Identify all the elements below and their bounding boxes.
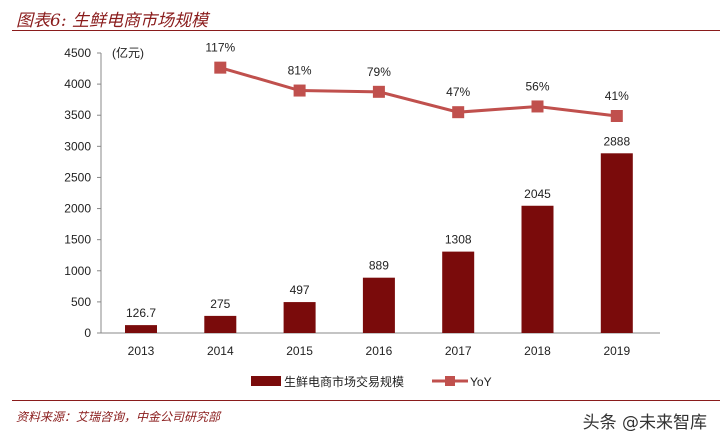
legend-label-line: YoY [470,375,492,389]
y-tick-label: 4000 [64,77,91,91]
x-tick-label: 2017 [445,344,472,358]
bar [362,277,395,333]
yoy-data-label: 79% [367,65,391,79]
bar-data-label: 497 [290,283,310,297]
yoy-data-label: 56% [525,79,549,93]
yoy-marker [452,106,465,119]
x-tick-label: 2015 [286,344,313,358]
x-tick-label: 2019 [603,344,630,358]
bar [521,205,554,333]
y-tick-label: 2500 [64,170,91,184]
source-note: 资料来源：艾瑞咨询，中金公司研究部 [16,410,221,424]
chart-title: 图表6: 生鲜电商市场规模 [16,11,208,31]
yoy-marker [372,85,385,98]
bar-data-label: 2888 [603,134,630,148]
y-tick-label: 1000 [64,264,91,278]
legend-swatch-marker [445,376,455,386]
y-tick-label: 3000 [64,139,91,153]
bar-data-label: 126.7 [126,306,156,320]
y-tick-label: 2000 [64,202,91,216]
x-tick-label: 2014 [207,344,234,358]
y-tick-label: 0 [84,326,91,340]
yoy-marker [531,100,544,113]
bar-data-label: 275 [210,297,230,311]
y-tick-label: 4500 [64,46,91,60]
y-tick-label: 3500 [64,108,91,122]
x-tick-label: 2018 [524,344,551,358]
legend-label-bar: 生鲜电商市场交易规模 [284,374,404,389]
bar [600,153,633,333]
yoy-line [219,66,617,118]
bar [442,251,475,333]
bar [283,302,316,333]
bar-data-label: 1308 [445,233,472,247]
x-tick-label: 2013 [128,344,155,358]
bar-data-label: 2045 [524,187,551,201]
x-tick-label: 2016 [366,344,393,358]
source-divider [12,400,720,401]
chart: 0 500 1000 1500 2000 2500 3000 3500 4000 4500 (亿元)… [64,41,660,389]
yoy-data-label: 41% [605,89,629,103]
yoy-data-label: 47% [446,85,470,99]
yoy-marker [610,110,623,122]
bar [125,325,157,333]
bar [204,315,237,333]
y-tick-label: 500 [71,295,91,309]
legend-swatch-bar [251,376,281,386]
title-divider [12,30,720,31]
yoy-marker [214,61,227,74]
bar-data-label: 889 [369,259,389,273]
watermark: 头条 @未来智库 [582,413,707,433]
yoy-marker [293,84,306,97]
y-tick-label: 1500 [64,233,91,247]
unit-label: (亿元) [112,45,144,60]
yoy-data-label: 81% [288,64,312,78]
yoy-data-label: 117% [205,41,235,55]
